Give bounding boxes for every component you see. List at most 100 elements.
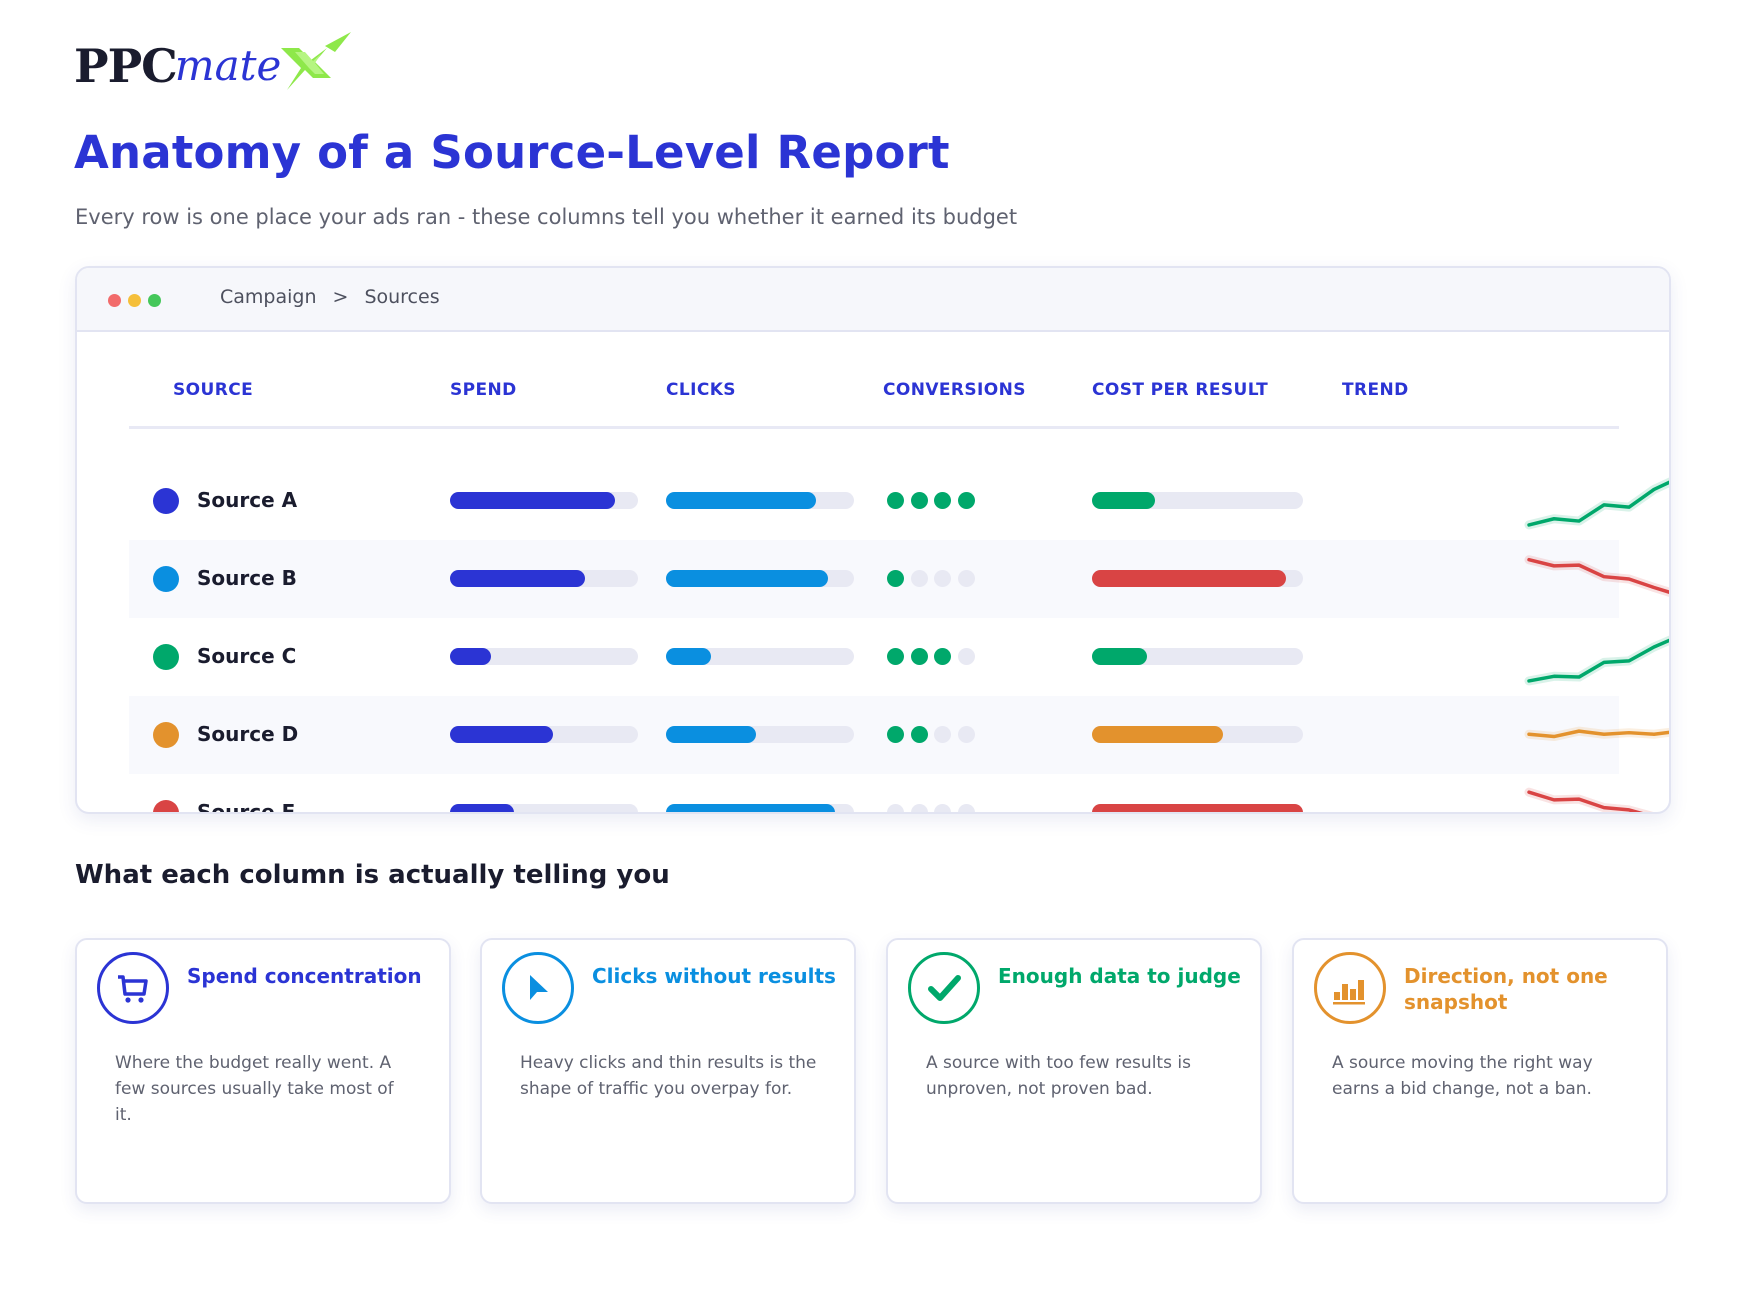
clicks-bar-fill bbox=[666, 570, 828, 587]
breadcrumb-sources: Sources bbox=[364, 286, 440, 308]
source-name[interactable]: Source E bbox=[197, 800, 296, 814]
section-title: What each column is actually telling you bbox=[75, 860, 670, 890]
conversion-dot-empty bbox=[910, 570, 928, 587]
conversion-dot-empty bbox=[887, 804, 904, 812]
cost-per-result-bar-track bbox=[1092, 726, 1303, 743]
source-name[interactable]: Source A bbox=[197, 488, 298, 512]
spend-bar-fill bbox=[450, 726, 554, 743]
clicks-bar-fill bbox=[666, 492, 817, 509]
window-close-dot[interactable] bbox=[108, 294, 121, 307]
source-name[interactable]: Source D bbox=[197, 722, 299, 746]
header-divider bbox=[129, 426, 1619, 429]
source-color-dot bbox=[153, 488, 179, 514]
table-row[interactable]: Source A bbox=[129, 462, 1669, 540]
trend-line-glow bbox=[1524, 635, 1669, 686]
cost-per-result-bar-fill bbox=[1092, 804, 1303, 812]
info-card-clicks: Clicks without results Heavy clicks and … bbox=[480, 938, 856, 1204]
conversion-dot-empty bbox=[910, 804, 928, 812]
clicks-bar-track bbox=[666, 570, 854, 587]
trend-sparkline bbox=[1524, 555, 1669, 597]
conversion-dot-empty bbox=[957, 648, 975, 665]
conversion-dot-filled bbox=[957, 492, 975, 509]
conversion-dot-filled bbox=[887, 492, 904, 509]
table-row[interactable]: Source D bbox=[129, 696, 1669, 774]
conversion-dot-filled bbox=[910, 726, 928, 743]
clicks-bar-track bbox=[666, 648, 854, 665]
logo-text-mate: mate bbox=[174, 41, 282, 90]
conversion-dot-empty bbox=[957, 570, 975, 587]
checkmark-icon bbox=[908, 952, 980, 1024]
cost-per-result-bar-track bbox=[1092, 648, 1303, 665]
conversion-dot-filled bbox=[934, 492, 951, 509]
column-header-clicks[interactable]: CLICKS bbox=[666, 380, 736, 400]
breadcrumb-campaign[interactable]: Campaign bbox=[220, 286, 317, 308]
trend-sparkline bbox=[1524, 635, 1669, 686]
trend-line bbox=[1527, 790, 1644, 812]
info-card-title: Clicks without results bbox=[592, 964, 836, 988]
cart-icon bbox=[97, 952, 169, 1024]
conversion-dot-empty bbox=[934, 570, 951, 587]
info-card-body: Where the budget really went. A few sour… bbox=[115, 1053, 394, 1125]
spend-bar-track bbox=[450, 804, 638, 812]
source-name[interactable]: Source C bbox=[197, 644, 297, 668]
clicks-bar-track bbox=[666, 492, 854, 509]
column-header-trend[interactable]: TREND bbox=[1342, 380, 1409, 400]
spend-bar-track bbox=[450, 492, 638, 509]
trend-line bbox=[1527, 638, 1669, 683]
trend-sparkline bbox=[1524, 477, 1669, 530]
cost-per-result-bar-fill bbox=[1092, 726, 1223, 743]
cost-per-result-bar-track bbox=[1092, 570, 1303, 587]
clicks-bar-track bbox=[666, 804, 854, 812]
spend-bar-fill bbox=[450, 492, 616, 509]
trend-line bbox=[1527, 729, 1669, 739]
page-subtitle: Every row is one place your ads ran - th… bbox=[75, 205, 1018, 229]
conversion-dot-filled bbox=[887, 648, 904, 665]
source-color-dot bbox=[153, 644, 179, 670]
table-row[interactable]: Source E bbox=[129, 774, 1654, 814]
bar-chart-icon bbox=[1314, 952, 1386, 1024]
clicks-bar-fill bbox=[666, 726, 757, 743]
table-row[interactable]: Source C bbox=[129, 618, 1669, 696]
cost-per-result-bar-fill bbox=[1092, 648, 1147, 665]
spend-bar-track bbox=[450, 648, 638, 665]
table-row[interactable]: Source B bbox=[129, 540, 1669, 618]
conversion-dot-filled bbox=[910, 492, 928, 509]
cost-per-result-bar-track bbox=[1092, 804, 1303, 812]
cost-per-result-bar-fill bbox=[1092, 570, 1287, 587]
spend-bar-track bbox=[450, 726, 638, 743]
source-color-dot bbox=[153, 566, 179, 592]
breadcrumb-separator: > bbox=[332, 286, 349, 308]
trend-line bbox=[1527, 480, 1669, 527]
info-card-body: A source with too few results is unprove… bbox=[926, 1053, 1191, 1099]
info-card-spend: Spend concentration Where the budget rea… bbox=[75, 938, 451, 1204]
breadcrumb: Campaign > Sources bbox=[220, 286, 440, 308]
conversion-dot-empty bbox=[934, 726, 951, 743]
report-window: Campaign > Sources SOURCE SPEND CLICKS C… bbox=[75, 266, 1671, 814]
trend-sparkline bbox=[1524, 726, 1669, 742]
info-card-title: Direction, not one snapshot bbox=[1404, 964, 1608, 1014]
clicks-bar-fill bbox=[666, 804, 836, 812]
window-minimize-dot[interactable] bbox=[128, 294, 141, 307]
window-titlebar: Campaign > Sources bbox=[77, 268, 1669, 332]
column-header-cost-per-result[interactable]: COST PER RESULT bbox=[1092, 380, 1269, 400]
logo: PPC mate bbox=[74, 30, 353, 94]
conversion-dot-empty bbox=[957, 804, 975, 812]
column-header-spend[interactable]: SPEND bbox=[450, 380, 517, 400]
column-header-conversions[interactable]: CONVERSIONS bbox=[883, 380, 1026, 400]
spend-bar-track bbox=[450, 570, 638, 587]
column-header-source[interactable]: SOURCE bbox=[173, 380, 254, 400]
logo-x-mark-icon bbox=[281, 32, 352, 90]
conversion-dot-empty bbox=[934, 804, 951, 812]
clicks-bar-fill bbox=[666, 648, 712, 665]
trend-line-glow bbox=[1524, 787, 1654, 812]
spend-bar-fill bbox=[450, 648, 492, 665]
source-name[interactable]: Source B bbox=[197, 566, 297, 590]
window-maximize-dot[interactable] bbox=[148, 294, 161, 307]
conversion-dot-filled bbox=[887, 570, 904, 587]
info-card-title: Spend concentration bbox=[187, 964, 422, 988]
cursor-icon bbox=[502, 952, 574, 1024]
spend-bar-fill bbox=[450, 804, 514, 812]
info-card-trend: Direction, not one snapshot A source mov… bbox=[1292, 938, 1668, 1204]
cost-per-result-bar-track bbox=[1092, 492, 1303, 509]
conversion-dot-filled bbox=[887, 726, 904, 743]
